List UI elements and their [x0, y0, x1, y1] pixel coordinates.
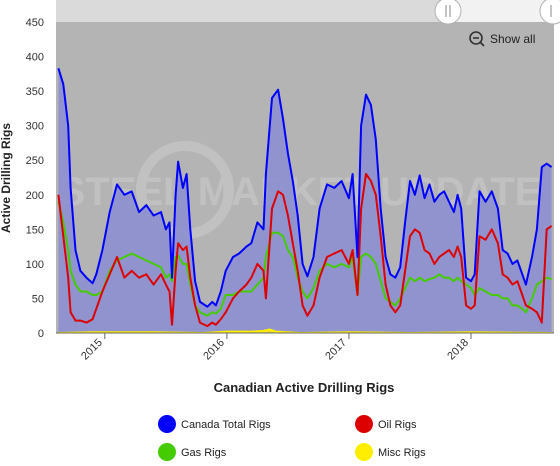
series-line-canada-total-rigs: [57, 68, 553, 308]
y-tick-label: 250: [26, 155, 44, 167]
legend: Canada Total Rigs Oil Rigs Gas Rigs Misc Ri…: [158, 415, 426, 461]
y-tick-label: 0: [38, 328, 44, 340]
y-tick-label: 450: [26, 17, 44, 29]
zoom-out-icon-handle: [479, 41, 485, 47]
y-tick-label: 350: [26, 86, 44, 98]
x-tick-label: 2018: [445, 337, 471, 363]
x-tick-label: 2015: [79, 337, 105, 363]
legend-marker: [158, 443, 176, 461]
y-tick-label: 150: [26, 224, 44, 236]
watermark: STEEL MARKET UPDATE: [59, 141, 542, 239]
range-slider-left-handle[interactable]: [434, 0, 462, 25]
legend-label: Oil Rigs: [378, 419, 417, 431]
range-slider-track: [56, 0, 554, 22]
y-tick-label: 400: [26, 52, 44, 64]
legend-label: Canada Total Rigs: [181, 419, 271, 431]
series-area-canada-total-rigs: [58, 68, 552, 333]
show-all-label[interactable]: Show all: [490, 32, 535, 46]
y-tick-label: 50: [32, 293, 44, 305]
x-axis-label: Canadian Active Drilling Rigs: [214, 380, 395, 395]
legend-marker: [158, 415, 176, 433]
x-tick-label: 2016: [201, 337, 227, 363]
series-line-gas-rigs: [57, 201, 552, 317]
legend-marker: [355, 415, 373, 433]
y-tick-label: 100: [26, 259, 44, 271]
legend-item-oil-rigs[interactable]: Oil Rigs: [355, 415, 417, 433]
range-slider[interactable]: [56, 0, 560, 25]
x-tick-label: 2017: [323, 337, 349, 363]
legend-item-misc-rigs[interactable]: Misc Rigs: [355, 443, 426, 461]
range-slider-window[interactable]: [448, 0, 554, 22]
legend-marker: [355, 443, 373, 461]
legend-item-gas-rigs[interactable]: Gas Rigs: [158, 443, 227, 461]
range-slider-right-handle[interactable]: [539, 0, 560, 25]
series-line-oil-rigs: [57, 173, 553, 328]
y-tick-label: 300: [26, 121, 44, 133]
show-all-button[interactable]: Show all: [469, 31, 535, 47]
legend-item-canada-total-rigs[interactable]: Canada Total Rigs: [158, 415, 271, 433]
y-axis-label: Active Drilling Rigs: [0, 123, 13, 233]
zoom-out-icon: [469, 31, 483, 45]
legend-label: Gas Rigs: [181, 447, 227, 459]
legend-label: Misc Rigs: [378, 447, 426, 459]
y-tick-label: 200: [26, 190, 44, 202]
